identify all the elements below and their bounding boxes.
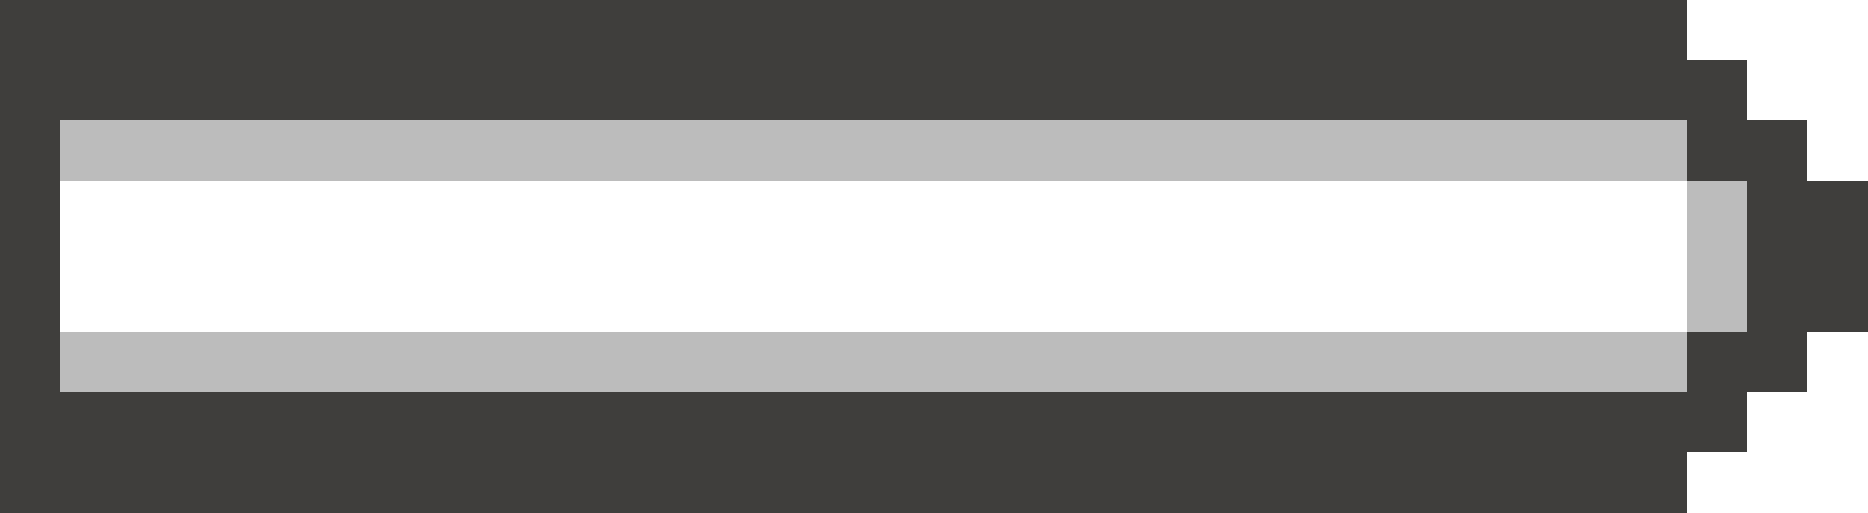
battery-shade-top <box>60 120 1687 181</box>
battery-terminal-shade <box>1687 181 1747 332</box>
battery-empty-interior <box>60 181 1687 332</box>
battery-shade-bottom <box>60 332 1687 392</box>
